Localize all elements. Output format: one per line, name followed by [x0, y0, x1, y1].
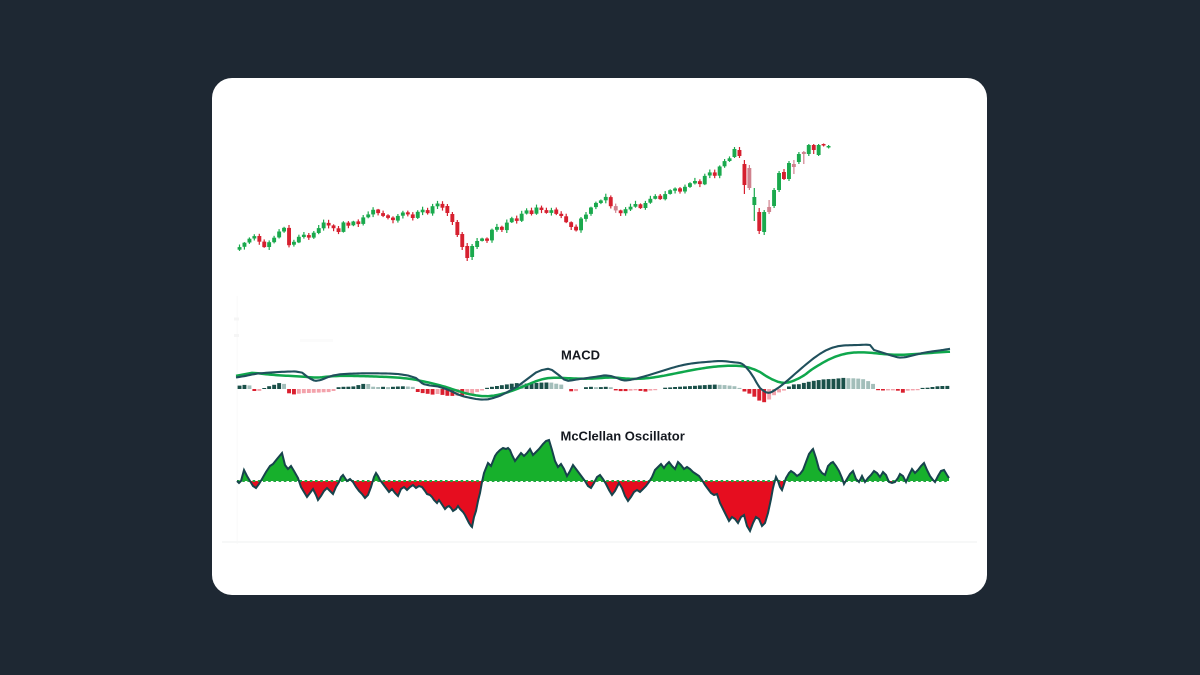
- svg-text:MACD: MACD: [561, 348, 600, 363]
- svg-text:McClellan Oscillator: McClellan Oscillator: [561, 429, 685, 444]
